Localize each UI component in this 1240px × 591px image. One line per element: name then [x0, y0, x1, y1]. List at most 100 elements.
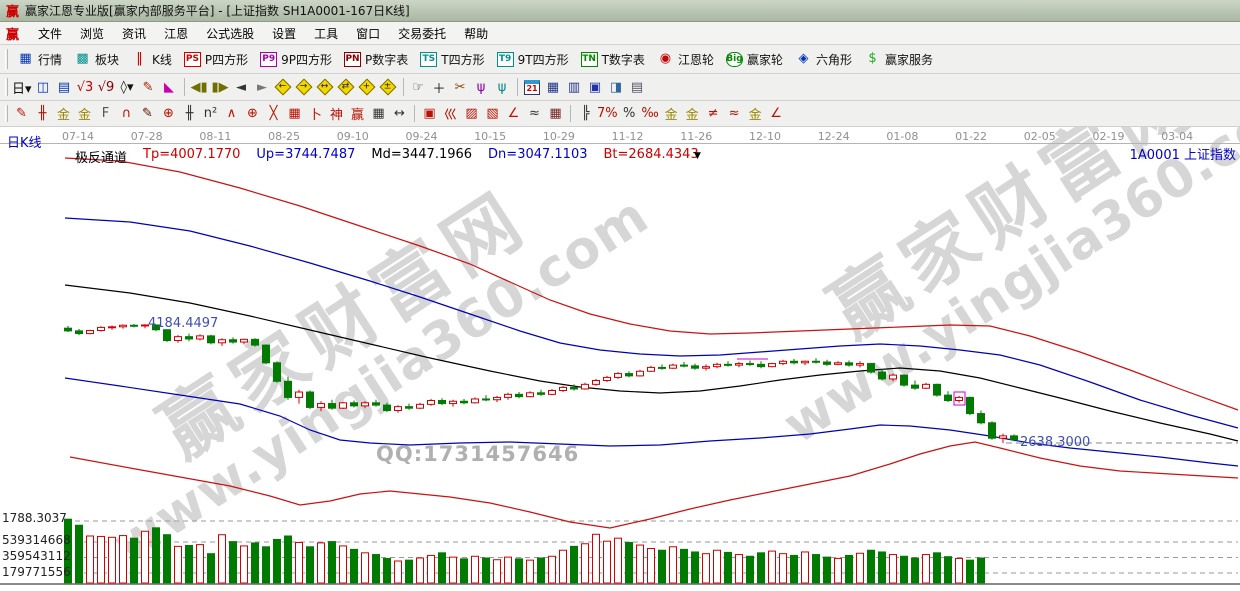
wave-icon[interactable]: ≈ [529, 106, 540, 121]
toolbar-button-winner-wheel[interactable]: Big 赢家轮 [720, 49, 789, 70]
toolbar-button-9t-square[interactable]: T9 9T四方形 [491, 49, 575, 70]
toolbar-button-t-table[interactable]: TN T数字表 [575, 49, 651, 70]
wave2-icon[interactable]: ≈ [728, 106, 740, 121]
next-bar-icon[interactable]: ► [257, 79, 268, 95]
gold-line-icon[interactable]: 金 [685, 108, 699, 123]
print-icon[interactable]: ▤ [630, 79, 644, 95]
angle-mark-icon[interactable]: ∧ [226, 106, 237, 121]
menu-item-1[interactable]: 浏览 [80, 26, 105, 41]
gold-angle-icon[interactable]: 金 [748, 108, 762, 123]
win-tool-icon[interactable]: 赢 [350, 108, 364, 123]
arc-icon[interactable]: ∩ [121, 106, 132, 121]
menu-item-6[interactable]: 工具 [314, 26, 339, 41]
toolbar-button-quotes[interactable]: ▦ 行情 [11, 49, 68, 70]
ma3-icon[interactable]: √3 [76, 79, 94, 95]
toolbar-button-hexagon[interactable]: ◈ 六角形 [789, 49, 858, 70]
zoom-in-icon[interactable]: + [357, 77, 378, 98]
info-doc-icon[interactable]: ▤ [57, 79, 71, 95]
box-fan2-icon[interactable]: ▧ [486, 106, 499, 121]
fib-icon[interactable]: F [101, 106, 110, 121]
toolbar-separator [402, 77, 404, 97]
box-icon[interactable]: ▣ [423, 106, 436, 121]
n-square-icon[interactable]: n² [203, 106, 218, 121]
web-icon[interactable]: ╳ [269, 106, 278, 121]
web-grid-icon[interactable]: ▦ [288, 106, 301, 121]
pan-right-icon[interactable]: → [294, 77, 315, 98]
cut-icon[interactable]: ✂ [454, 79, 466, 95]
menu-item-8[interactable]: 交易委托 [398, 26, 447, 41]
target-icon[interactable]: ⊕ [247, 106, 258, 121]
hatch-icon[interactable]: ╫ [38, 106, 47, 121]
date-axis: 07-14 07-28 08-11 08-25 09-10 09-24 10-15 10-29… [0, 130, 1240, 143]
toolbar-button-t-square[interactable]: TS T四方形 [414, 49, 490, 70]
toolbar-button-gann-wheel[interactable]: ◉ 江恩轮 [651, 49, 720, 70]
gold-section-icon[interactable]: 金 [56, 108, 70, 123]
angle-line-icon[interactable]: ∠ [507, 106, 520, 121]
circle-cycle-icon[interactable]: ⊕ [163, 106, 174, 121]
menu-item-9[interactable]: 帮助 [464, 26, 489, 41]
ma9-icon[interactable]: √9 [97, 79, 115, 95]
volume-layer[interactable] [64, 518, 985, 584]
notepad-icon[interactable]: ▥ [567, 79, 581, 95]
zoom-all-icon[interactable]: ± [378, 77, 399, 98]
span-tool-icon[interactable]: ↔ [394, 106, 405, 121]
toolbar-button-kline[interactable]: ‖ K线 [125, 49, 178, 70]
angle-j-icon[interactable]: ∠ [770, 106, 782, 121]
menu-item-3[interactable]: 江恩 [164, 26, 189, 41]
box-fan-icon[interactable]: ▨ [465, 106, 478, 121]
pct7-icon[interactable]: 7% [597, 106, 618, 121]
pen2-icon[interactable]: ✎ [142, 106, 153, 121]
knife-icon[interactable]: ≠ [707, 106, 719, 121]
mind-teal-icon[interactable]: ψ [497, 79, 507, 95]
pct-icon[interactable]: % [622, 106, 636, 121]
crosshair-icon[interactable]: ＋ [432, 81, 446, 97]
fan-icon[interactable]: 巛 [443, 108, 457, 123]
candles-layer[interactable] [64, 324, 1018, 443]
toolbar-button-sectors[interactable]: ▩ 板块 [68, 49, 125, 70]
last-bar-icon[interactable]: ▮▶ [211, 79, 229, 95]
prev-bar-icon[interactable]: ◄ [236, 79, 247, 95]
toolbar-button-p-table[interactable]: PN P数字表 [338, 49, 414, 70]
winner-service-icon: $ [868, 51, 877, 66]
hand-icon[interactable]: ☞ [412, 79, 424, 95]
mind-purple-icon[interactable]: ψ [476, 79, 486, 95]
save-icon[interactable]: ▣ [588, 79, 602, 95]
divider-tool-icon[interactable]: 卜 [308, 108, 322, 123]
first-bar-icon[interactable]: ◀▮ [190, 79, 208, 95]
zoom-h-in-icon[interactable]: ⇄ [336, 77, 357, 98]
menu-item-4[interactable]: 公式选股 [206, 26, 255, 41]
menu-item-0[interactable]: 文件 [38, 26, 63, 41]
grid-full-icon[interactable]: ▦ [549, 106, 562, 121]
calendar-icon[interactable]: 21 [522, 77, 543, 98]
pen-icon[interactable]: ✎ [16, 106, 27, 121]
menu-item-7[interactable]: 窗口 [356, 26, 381, 41]
scale-tool-icon[interactable]: ╠ [581, 106, 590, 121]
menu-item-5[interactable]: 设置 [272, 26, 297, 41]
kline-chart-area[interactable]: 赢家财富网 www.yingjia360.com 赢家财富网 www.yingj… [0, 127, 1240, 591]
grid-123-icon[interactable]: ▦ [372, 106, 385, 121]
shen-tool-icon[interactable]: 神 [329, 108, 343, 123]
formula-pen-icon[interactable]: ✎ [142, 79, 154, 95]
zoom-h-out-icon[interactable]: ↔ [315, 77, 336, 98]
menu-item-2[interactable]: 资讯 [122, 26, 147, 41]
axis-separator [0, 143, 1240, 144]
gold-circle-icon[interactable]: 金 [664, 108, 678, 123]
indicator-name[interactable]: 极反通道 [75, 151, 128, 166]
date-tick: 08-25 [268, 130, 301, 143]
pct-line-icon[interactable]: ‰ [641, 106, 659, 121]
hatch2-icon[interactable]: ╫ [185, 106, 194, 121]
toolbar-button-9p-square[interactable]: P9 9P四方形 [254, 49, 338, 70]
date-tick: 11-12 [611, 130, 644, 143]
candle-style-icon[interactable]: ◊▾ [120, 79, 134, 95]
period-selector-icon[interactable]: 日▾ [12, 81, 32, 97]
toolbar-button-winner-service[interactable]: $ 赢家服务 [858, 49, 939, 70]
candlestick-plot[interactable] [0, 127, 1240, 591]
calculator-icon[interactable]: ▦ [546, 79, 560, 95]
window-title: 赢家江恩专业版[赢家内部服务平台] - [上证指数 SH1A0001-167日K… [25, 4, 410, 18]
color-flag-icon[interactable]: ◣ [164, 79, 175, 95]
gold-extend-icon[interactable]: 金 [77, 108, 91, 123]
network-icon[interactable]: ◨ [609, 79, 623, 95]
toolbar-button-p-square[interactable]: PS P四方形 [178, 49, 254, 70]
pan-left-icon[interactable]: ← [273, 77, 294, 98]
zone-chart-icon[interactable]: ◫ [36, 79, 50, 95]
